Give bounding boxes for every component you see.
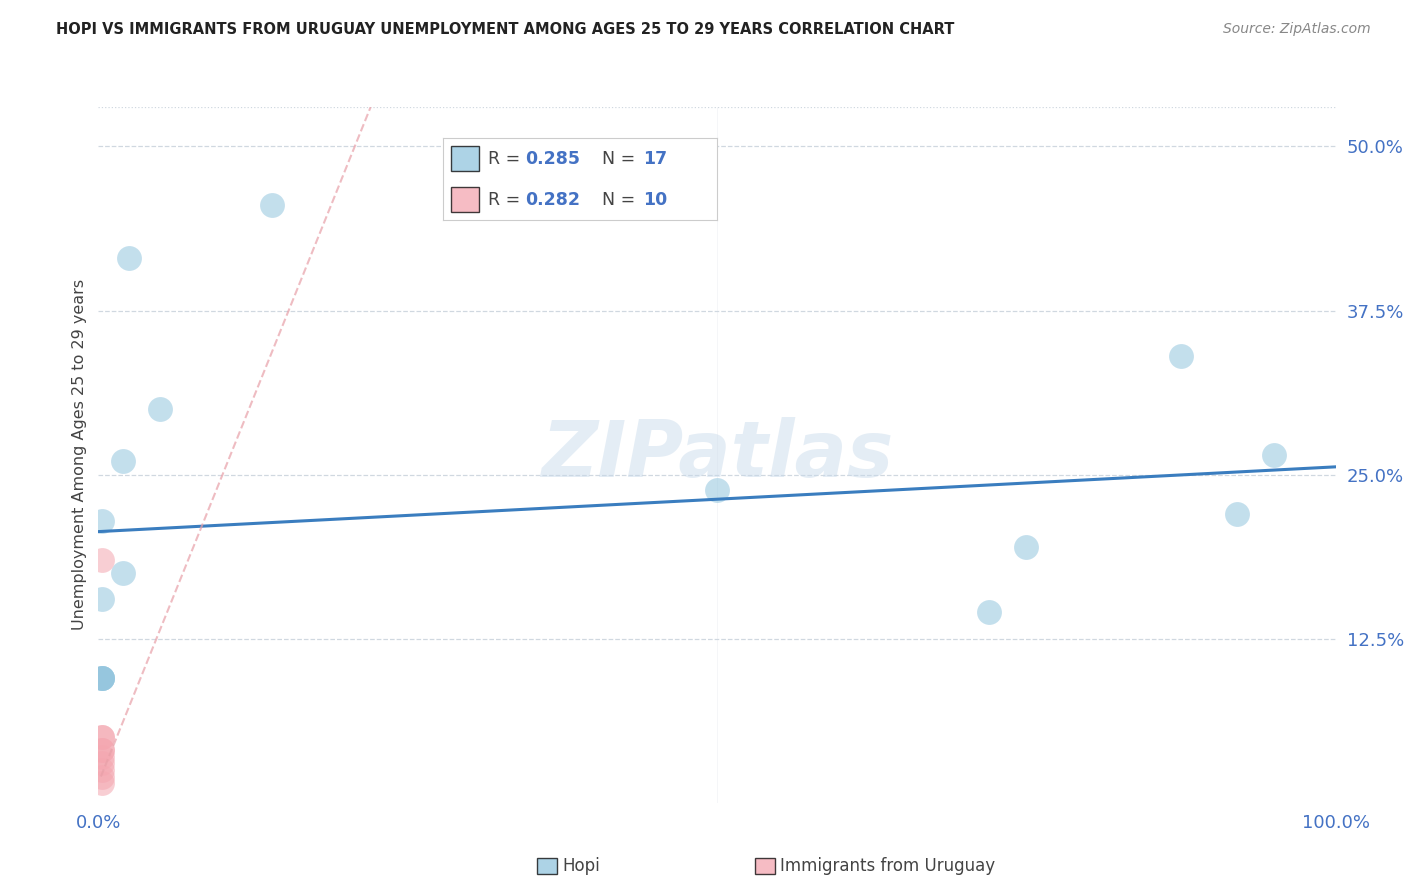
Point — [91, 743, 114, 757]
Text: R =: R = — [488, 150, 526, 169]
Text: N =: N = — [602, 150, 641, 169]
Text: 10: 10 — [643, 191, 668, 210]
Point — [149, 401, 172, 416]
Point — [112, 566, 135, 580]
Point — [1015, 540, 1038, 554]
Point — [91, 770, 114, 784]
Point — [91, 743, 114, 757]
Text: 17: 17 — [643, 150, 668, 169]
Point — [1170, 350, 1192, 364]
Text: Immigrants from Uruguay: Immigrants from Uruguay — [780, 857, 995, 875]
Point — [112, 454, 135, 468]
Point — [91, 730, 114, 744]
Point — [91, 776, 114, 790]
Point — [91, 671, 114, 685]
Point — [91, 514, 114, 528]
Point — [91, 553, 114, 567]
FancyBboxPatch shape — [451, 146, 478, 171]
Point — [91, 671, 114, 685]
Point — [91, 749, 114, 764]
Point — [91, 763, 114, 777]
Point — [706, 483, 728, 498]
Text: HOPI VS IMMIGRANTS FROM URUGUAY UNEMPLOYMENT AMONG AGES 25 TO 29 YEARS CORRELATI: HOPI VS IMMIGRANTS FROM URUGUAY UNEMPLOY… — [56, 22, 955, 37]
Y-axis label: Unemployment Among Ages 25 to 29 years: Unemployment Among Ages 25 to 29 years — [72, 279, 87, 631]
Point — [91, 730, 114, 744]
Point — [979, 606, 1001, 620]
Point — [91, 671, 114, 685]
Text: Source: ZipAtlas.com: Source: ZipAtlas.com — [1223, 22, 1371, 37]
Text: N =: N = — [602, 191, 641, 210]
Text: 0.282: 0.282 — [526, 191, 581, 210]
Text: Hopi: Hopi — [562, 857, 600, 875]
Point — [91, 756, 114, 771]
Text: R =: R = — [488, 191, 526, 210]
Text: ZIPatlas: ZIPatlas — [541, 417, 893, 493]
Point — [1226, 507, 1249, 521]
Point — [91, 592, 114, 607]
Point — [260, 198, 283, 212]
Text: 0.285: 0.285 — [526, 150, 581, 169]
Point — [91, 671, 114, 685]
Point — [118, 251, 141, 265]
FancyBboxPatch shape — [451, 187, 478, 212]
Point — [1263, 448, 1285, 462]
